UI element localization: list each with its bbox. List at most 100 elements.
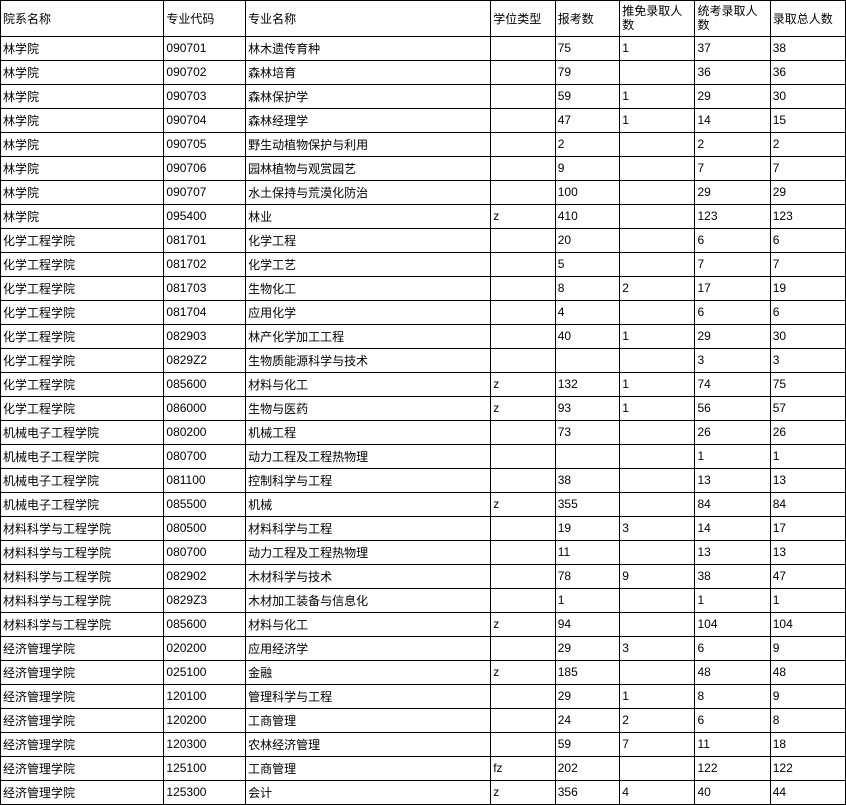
table-cell: 100	[555, 180, 620, 204]
table-cell: 会计	[246, 780, 491, 804]
table-cell: 2	[620, 708, 695, 732]
table-cell: 林学院	[1, 108, 164, 132]
table-cell: 管理科学与工程	[246, 684, 491, 708]
table-cell: 水土保持与荒漠化防治	[246, 180, 491, 204]
table-cell: z	[491, 780, 556, 804]
table-cell: 林学院	[1, 60, 164, 84]
table-cell: 095400	[164, 204, 246, 228]
table-cell: 经济管理学院	[1, 780, 164, 804]
table-cell: 202	[555, 756, 620, 780]
table-cell: 19	[770, 276, 845, 300]
table-cell	[491, 108, 556, 132]
table-cell: 24	[555, 708, 620, 732]
table-cell	[620, 756, 695, 780]
table-cell: 75	[770, 372, 845, 396]
table-cell	[555, 444, 620, 468]
table-row: 经济管理学院125100工商管理fz202122122	[1, 756, 846, 780]
col-header-recommended-admit: 推免录取人数	[620, 1, 695, 37]
table-cell: 120300	[164, 732, 246, 756]
table-cell: 化学工程学院	[1, 228, 164, 252]
table-cell	[491, 252, 556, 276]
table-cell: z	[491, 492, 556, 516]
table-cell: 17	[695, 276, 770, 300]
table-cell: 化学工程学院	[1, 276, 164, 300]
table-cell: 化学工程学院	[1, 324, 164, 348]
table-cell: 29	[695, 324, 770, 348]
table-cell: 56	[695, 396, 770, 420]
table-cell: 48	[695, 660, 770, 684]
table-cell: 6	[695, 300, 770, 324]
table-cell	[491, 420, 556, 444]
table-cell: 080700	[164, 540, 246, 564]
table-cell	[491, 708, 556, 732]
table-cell: 40	[555, 324, 620, 348]
table-cell	[620, 660, 695, 684]
table-cell: 经济管理学院	[1, 756, 164, 780]
table-cell: 林学院	[1, 84, 164, 108]
table-cell: 090703	[164, 84, 246, 108]
table-cell: 1	[620, 324, 695, 348]
table-cell: 1	[620, 108, 695, 132]
table-cell: 化学工程学院	[1, 372, 164, 396]
table-cell: 26	[770, 420, 845, 444]
table-cell: 9	[620, 564, 695, 588]
table-cell: 4	[555, 300, 620, 324]
table-body: 林学院090701林木遗传育种7513738林学院090702森林培育79363…	[1, 36, 846, 804]
table-row: 林学院090705野生动植物保护与利用222	[1, 132, 846, 156]
table-cell	[491, 276, 556, 300]
table-cell: 经济管理学院	[1, 684, 164, 708]
table-cell: 78	[555, 564, 620, 588]
table-cell: 1	[695, 444, 770, 468]
table-cell: 5	[555, 252, 620, 276]
table-cell: 化学工程	[246, 228, 491, 252]
table-cell: 125300	[164, 780, 246, 804]
table-row: 化学工程学院082903林产化学加工工程4012930	[1, 324, 846, 348]
table-cell: 机械电子工程学院	[1, 444, 164, 468]
table-cell: 应用经济学	[246, 636, 491, 660]
table-row: 经济管理学院025100金融z1854848	[1, 660, 846, 684]
table-cell: 15	[770, 108, 845, 132]
table-cell: 林学院	[1, 180, 164, 204]
col-header-major-code: 专业代码	[164, 1, 246, 37]
table-cell: 73	[555, 420, 620, 444]
table-cell: 38	[695, 564, 770, 588]
table-cell: 26	[695, 420, 770, 444]
table-cell: 工商管理	[246, 708, 491, 732]
table-cell: 080700	[164, 444, 246, 468]
table-cell: 生物化工	[246, 276, 491, 300]
table-cell: 机械工程	[246, 420, 491, 444]
table-row: 材料科学与工程学院082902木材科学与技术7893847	[1, 564, 846, 588]
table-cell: 48	[770, 660, 845, 684]
table-cell: 动力工程及工程热物理	[246, 540, 491, 564]
table-cell: 工商管理	[246, 756, 491, 780]
table-cell: 355	[555, 492, 620, 516]
table-cell: 29	[770, 180, 845, 204]
table-cell: 93	[555, 396, 620, 420]
table-cell: 082902	[164, 564, 246, 588]
table-cell	[491, 60, 556, 84]
table-row: 化学工程学院086000生物与医药z9315657	[1, 396, 846, 420]
table-cell: 2	[620, 276, 695, 300]
table-row: 经济管理学院120300农林经济管理5971118	[1, 732, 846, 756]
table-row: 机械电子工程学院081100控制科学与工程381313	[1, 468, 846, 492]
table-cell: 材料科学与工程学院	[1, 516, 164, 540]
table-row: 林学院090704森林经理学4711415	[1, 108, 846, 132]
table-cell: 3	[770, 348, 845, 372]
table-cell: 林木遗传育种	[246, 36, 491, 60]
table-cell: 3	[620, 636, 695, 660]
table-cell	[491, 300, 556, 324]
table-cell: 材料科学与工程学院	[1, 540, 164, 564]
table-cell	[620, 180, 695, 204]
table-row: 经济管理学院125300会计z35644044	[1, 780, 846, 804]
table-cell: 化学工艺	[246, 252, 491, 276]
table-cell: 应用化学	[246, 300, 491, 324]
table-row: 化学工程学院081702化学工艺577	[1, 252, 846, 276]
table-cell: 30	[770, 324, 845, 348]
table-row: 林学院090707水土保持与荒漠化防治1002929	[1, 180, 846, 204]
table-cell: 9	[770, 684, 845, 708]
table-cell: 94	[555, 612, 620, 636]
table-cell: 11	[555, 540, 620, 564]
table-cell: 8	[770, 708, 845, 732]
table-row: 材料科学与工程学院080500材料科学与工程1931417	[1, 516, 846, 540]
table-cell: 8	[555, 276, 620, 300]
